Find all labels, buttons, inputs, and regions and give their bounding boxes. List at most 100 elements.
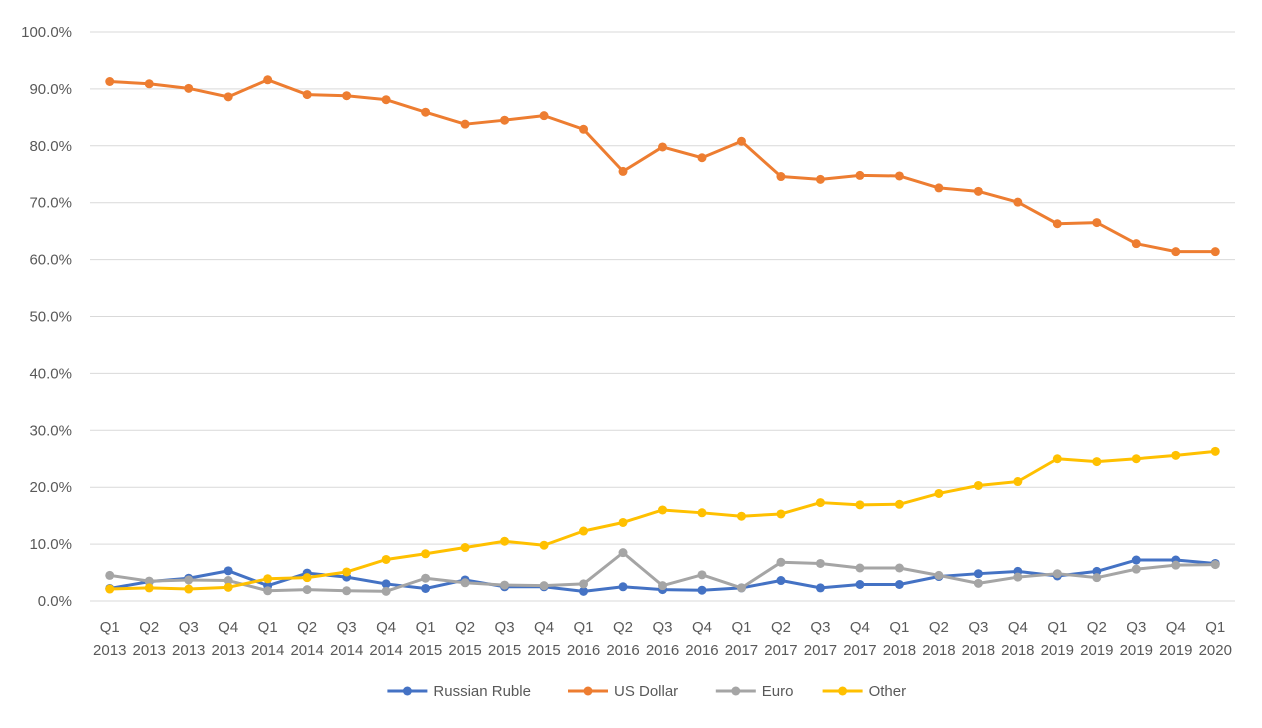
y-tick-label: 50.0% (29, 309, 72, 326)
y-tick-label: 100.0% (21, 24, 72, 41)
data-point-other (1092, 457, 1102, 467)
x-tick-label-year: 2019 (1080, 642, 1113, 659)
x-tick-label-year: 2014 (369, 642, 402, 659)
data-point-euro (658, 581, 667, 591)
y-tick-label: 0.0% (38, 593, 72, 610)
data-point-us-dollar (618, 166, 628, 176)
data-point-other (934, 488, 944, 498)
x-tick-label-quarter: Q3 (337, 619, 357, 636)
x-tick-label-quarter: Q2 (455, 619, 475, 636)
data-point-us-dollar (934, 183, 944, 193)
x-tick-label-year: 2013 (212, 642, 245, 659)
data-point-russian-ruble (815, 583, 825, 593)
data-point-us-dollar (1052, 219, 1062, 229)
legend-marker-russian-ruble (402, 686, 412, 696)
x-tick-label-year: 2018 (883, 642, 916, 659)
data-point-russian-ruble (697, 585, 707, 595)
x-tick-label-quarter: Q1 (416, 619, 436, 636)
x-tick-label-quarter: Q1 (1205, 619, 1225, 636)
x-tick-label-year: 2014 (330, 642, 363, 659)
data-point-other (500, 536, 510, 546)
data-point-euro (1131, 564, 1141, 574)
legend-label-russian-ruble: Russian Ruble (433, 683, 531, 700)
data-point-russian-ruble (381, 579, 391, 589)
x-tick-label-quarter: Q2 (297, 619, 317, 636)
x-tick-label-year: 2015 (527, 642, 560, 659)
data-point-us-dollar (1131, 239, 1141, 249)
x-tick-label-year: 2014 (251, 642, 284, 659)
data-point-euro (579, 579, 589, 589)
series-other (105, 446, 1220, 594)
data-point-us-dollar (302, 90, 312, 100)
y-tick-label: 10.0% (29, 536, 72, 553)
x-tick-label-year: 2013 (133, 642, 166, 659)
data-point-us-dollar (421, 107, 431, 117)
x-tick-label-quarter: Q4 (850, 619, 870, 636)
data-point-other (1210, 446, 1220, 456)
data-point-euro (855, 563, 865, 573)
data-point-other (776, 509, 786, 519)
legend-label-other: Other (869, 683, 907, 700)
data-point-euro (223, 576, 233, 586)
data-point-other (539, 540, 549, 550)
x-tick-label-quarter: Q1 (258, 619, 278, 636)
data-point-us-dollar (144, 79, 154, 89)
x-tick-label-year: 2020 (1199, 642, 1232, 659)
x-tick-label-year: 2018 (962, 642, 995, 659)
x-tick-label-quarter: Q3 (968, 619, 988, 636)
legend-item-russian-ruble: Russian Ruble (387, 683, 531, 700)
data-point-other (579, 526, 589, 536)
data-point-euro (1171, 560, 1181, 570)
x-tick-label-year: 2015 (488, 642, 521, 659)
legend-label-euro: Euro (762, 683, 794, 700)
x-tick-label-year: 2015 (409, 642, 442, 659)
y-tick-label: 70.0% (29, 195, 72, 212)
data-point-us-dollar (1013, 197, 1023, 207)
data-point-other (736, 511, 746, 521)
x-tick-label-year: 2016 (567, 642, 600, 659)
data-point-us-dollar (184, 83, 194, 93)
data-point-us-dollar (342, 91, 352, 101)
series-euro (105, 548, 1220, 596)
y-tick-label: 30.0% (29, 422, 72, 439)
data-point-us-dollar (539, 111, 549, 121)
data-point-us-dollar (658, 142, 667, 152)
data-point-euro (894, 563, 904, 573)
data-point-us-dollar (105, 77, 115, 87)
data-point-russian-ruble (421, 583, 431, 593)
data-point-us-dollar (697, 153, 707, 163)
x-tick-label-year: 2016 (646, 642, 679, 659)
data-point-us-dollar (500, 115, 510, 125)
data-point-other (105, 584, 115, 594)
x-axis-tick-labels: Q1 2013 Q2 2013 Q3 2013 Q4 2013 Q1 2014 Q2 2014 Q3 20… (93, 619, 1232, 659)
y-tick-label: 40.0% (29, 365, 72, 382)
data-point-euro (460, 578, 470, 588)
data-point-us-dollar (973, 186, 983, 196)
x-tick-label-year: 2014 (290, 642, 323, 659)
x-tick-label-quarter: Q3 (652, 619, 672, 636)
data-point-other (421, 549, 431, 559)
x-tick-label-year: 2016 (685, 642, 718, 659)
data-point-euro (342, 586, 352, 596)
x-tick-label-quarter: Q4 (1166, 619, 1186, 636)
x-tick-label-year: 2018 (1001, 642, 1034, 659)
x-tick-label-year: 2019 (1120, 642, 1153, 659)
data-point-other (223, 582, 233, 592)
data-point-us-dollar (736, 136, 746, 146)
x-tick-label-quarter: Q3 (179, 619, 199, 636)
data-point-russian-ruble (223, 566, 233, 576)
data-point-russian-ruble (894, 579, 904, 589)
data-point-euro (105, 570, 115, 580)
data-point-us-dollar (855, 170, 865, 180)
x-tick-label-year: 2019 (1041, 642, 1074, 659)
data-point-russian-ruble (1092, 566, 1102, 576)
data-point-euro (263, 586, 273, 596)
series-group (105, 75, 1220, 596)
data-point-us-dollar (263, 75, 273, 85)
data-point-other (381, 554, 391, 564)
x-tick-label-quarter: Q4 (376, 619, 396, 636)
x-tick-label-quarter: Q1 (100, 619, 120, 636)
x-tick-label-year: 2017 (843, 642, 876, 659)
data-point-other (815, 498, 825, 508)
